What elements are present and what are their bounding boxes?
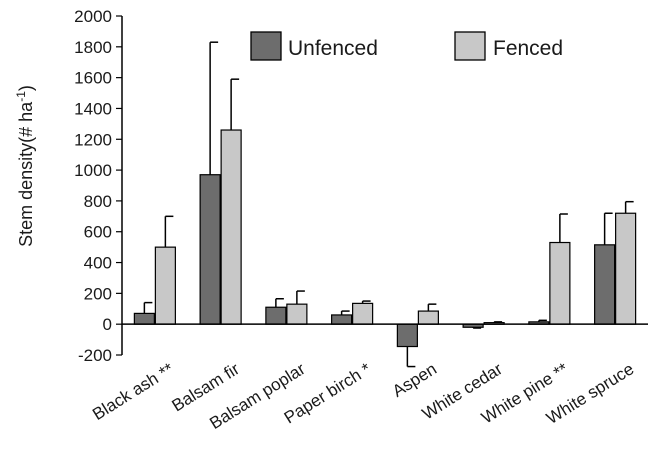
bar-unfenced [594,244,616,325]
y-tick-label: 200 [84,284,112,303]
bar-fenced [220,129,242,325]
y-tick-label: -200 [78,346,112,365]
x-tick-label: Black ash ** [89,359,177,424]
legend: Unfenced Fenced [250,31,563,61]
axes [121,16,648,355]
y-tick-label: 1800 [74,38,112,57]
bar-fenced [615,212,637,325]
legend-swatch-fenced [454,31,486,61]
y-axis-ticks: -200 0 200 400 600 800 1000 1200 1400 1600 1800 200… [74,7,122,365]
bar-unfenced [331,314,353,325]
bar-fenced [549,241,571,325]
x-tick-label: Aspen [389,359,440,401]
bar-unfenced [265,306,287,325]
y-tick-label: 1200 [74,130,112,149]
y-tick-label: 1600 [74,69,112,88]
bar-series [133,129,637,348]
y-tick-label: 0 [103,315,112,334]
y-axis-label: Stem density(# ha-1) [14,85,36,247]
y-tick-label: 1400 [74,99,112,118]
y-tick-label: 2000 [74,7,112,26]
bar-unfenced [396,323,418,348]
y-tick-label: 600 [84,223,112,242]
error-bars [143,41,634,368]
bar-unfenced [199,174,221,325]
y-tick-label: 800 [84,192,112,211]
y-tick-label: 1000 [74,161,112,180]
bar-fenced [154,246,176,325]
legend-label-fenced: Fenced [493,37,563,60]
bar-fenced [286,303,308,325]
bar-fenced [352,302,374,325]
bar-fenced [417,310,439,325]
legend-label-unfenced: Unfenced [288,37,378,60]
legend-swatch-unfenced [250,31,282,61]
bar-unfenced [133,312,155,325]
y-tick-label: 400 [84,254,112,273]
